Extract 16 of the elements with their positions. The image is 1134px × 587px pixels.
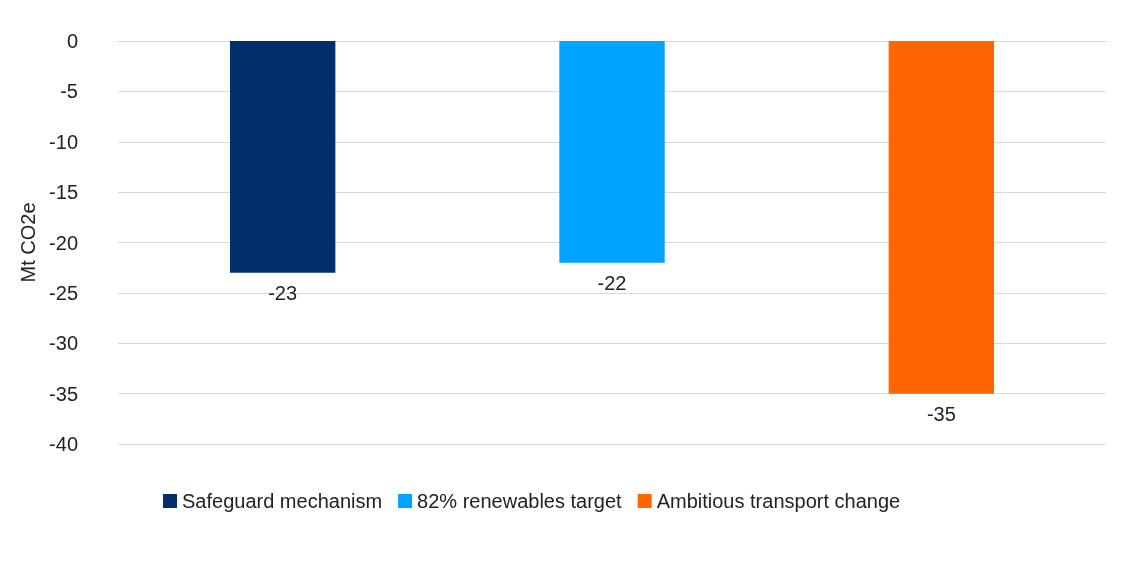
y-tick-label: -20 <box>49 231 78 254</box>
legend-label: 82% renewables target <box>417 490 623 512</box>
y-tick-label: -5 <box>60 80 78 103</box>
data-label: -23 <box>268 281 298 304</box>
y-tick-label: -40 <box>49 433 78 455</box>
data-label: -22 <box>597 271 627 294</box>
data-label: -35 <box>926 402 956 425</box>
legend-label: Ambitious transport change <box>656 490 901 512</box>
y-tick-label: -30 <box>49 332 78 355</box>
y-tick-label: -15 <box>49 181 78 204</box>
y-tick-label: -10 <box>49 130 78 153</box>
y-axis-title: Mt CO2e <box>17 202 40 283</box>
y-tick-label: -35 <box>49 382 78 405</box>
y-tick-label: -25 <box>49 281 78 304</box>
legend-label: Safeguard mechanism <box>182 490 383 512</box>
y-tick-label: 0 <box>66 30 78 52</box>
